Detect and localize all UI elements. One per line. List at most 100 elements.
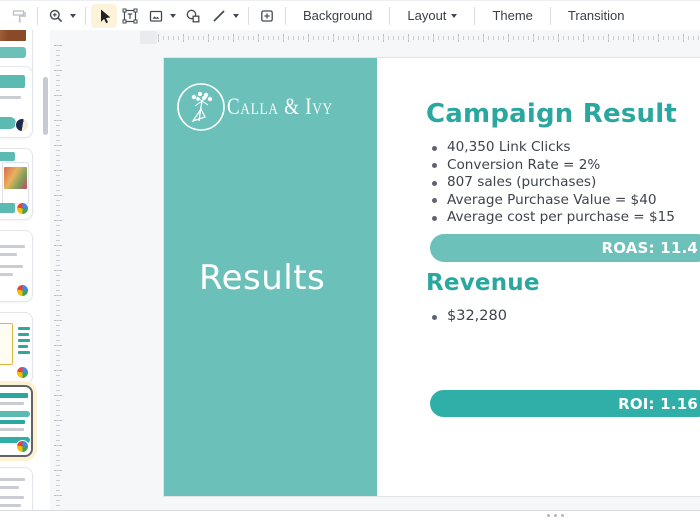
campaign-metrics-list: 40,350 Link Clicks Conversion Rate = 2% … [430,140,675,229]
slide-canvas[interactable]: Calla & Ivy Results Campaign Result 40,3… [163,57,700,497]
format-paint-button[interactable] [6,4,32,28]
notes-drag-handle[interactable] [547,514,564,517]
zoom-icon [48,8,64,24]
list-item: 807 sales (purchases) [430,176,675,190]
slide-thumbnail-3[interactable] [0,148,33,220]
horizontal-ruler [158,31,700,44]
slide-teal-panel: Calla & Ivy Results [164,58,377,496]
layout-button[interactable]: Layout [395,3,469,29]
thumbnail-text-line [0,428,24,431]
line-icon [211,8,227,24]
insert-line-button[interactable] [206,4,232,28]
text-box-button[interactable] [117,4,143,28]
thumbnail-photo [4,167,27,189]
thumbnail-heading-line [0,393,28,398]
brand-name: Calla & Ivy [227,94,333,119]
thumbnail-text-line [0,253,17,256]
theme-button-label: Theme [492,7,533,23]
layout-button-label: Layout [407,7,447,23]
revenue-heading: Revenue [426,270,540,296]
slide-thumbnail-5[interactable] [0,312,33,384]
toolbar: Background Layout Theme Transition [0,0,700,30]
thumbnail-teal-text-line [18,333,29,336]
background-button-label: Background [303,7,373,23]
thumbnail-teal-text-line [18,327,30,330]
workspace: Calla & Ivy Results Campaign Result 40,3… [0,30,700,510]
thumbnail-teal-text-line [18,345,28,348]
layout-dropdown-caret [451,13,458,18]
thumbnail-text-line [0,478,25,481]
image-icon [148,8,164,24]
roi-banner: ROI: 1.16 [430,390,700,417]
thumbnail-heading-line [0,420,25,424]
slide-thumbnail-7[interactable] [0,467,33,510]
thumbnail-teal-bar [0,47,26,58]
thumbnail-teal-text-line [18,339,30,342]
thumbnail-text-line [0,273,13,276]
insert-comment-button[interactable] [254,4,280,28]
toolbar-divider [389,6,391,25]
text-box-icon [122,8,138,24]
thumbnail-text-line [0,96,21,99]
roas-banner-label: ROAS: 11.4 [601,239,698,257]
image-dropdown-caret[interactable] [170,13,176,18]
roi-banner-label: ROI: 1.16 [618,394,698,413]
thumbnail-teal-bar [0,203,15,213]
thumbnail-insights-icon [17,285,28,296]
thumbnail-text-line [0,265,23,268]
calla-ivy-logo-icon [175,79,227,139]
thumbnail-text-line [0,504,21,507]
thumbnail-text-line [0,402,24,405]
slide-thumbnail-4[interactable] [0,230,33,302]
thumbnail-teal-banner [0,117,16,129]
toolbar-divider [37,6,38,25]
transition-button-label: Transition [567,7,625,23]
thumbnail-banner-pill [0,411,30,417]
toolbar-divider [474,6,476,25]
toolbar-divider [85,6,86,25]
ruler-corner [140,31,157,44]
line-dropdown-caret[interactable] [233,13,239,18]
slide-thumbnail-2[interactable] [0,66,33,138]
slide-section-title: Results [199,258,326,298]
thumbnail-insights-icon [17,203,28,214]
format-paint-icon [11,8,27,24]
zoom-dropdown-caret[interactable] [70,13,76,18]
thumbnail-insights-icon [17,367,28,378]
thumbnail-banner-pill [0,437,30,443]
slide-filmstrip [0,30,50,510]
select-tool-button[interactable] [91,3,117,28]
revenue-list: $32,280 [430,309,507,328]
toolbar-divider [285,6,286,25]
bottom-panel [0,510,700,525]
thumbnail-photo [0,30,26,41]
thumbnail-text-line [0,486,19,489]
thumbnail-teal-text-line [18,351,30,354]
toolbar-divider [549,6,551,25]
list-item: $32,280 [430,309,507,324]
shape-icon [185,8,201,24]
background-button[interactable]: Background [291,3,384,29]
list-item: 40,350 Link Clicks [430,140,675,155]
toolbar-divider [248,6,249,25]
filmstrip-scrollbar[interactable] [43,77,48,135]
thumbnail-teal-chip [0,152,15,161]
thumbnail-callout-box [0,323,13,365]
zoom-button[interactable] [43,4,69,28]
slide-thumbnail-6-selected[interactable] [0,385,33,457]
vertical-ruler [52,45,64,510]
list-item: Conversion Rate = 2% [430,158,675,173]
transition-button[interactable]: Transition [556,3,637,29]
thumbnail-insights-icon [17,441,28,452]
thumbnail-text-line [0,496,24,499]
thumbnail-chart-icon [16,119,28,131]
thumbnail-teal-chip [0,75,25,88]
cursor-arrow-icon [96,8,112,24]
list-item: Average Purchase Value = $40 [430,193,675,208]
theme-button[interactable]: Theme [480,3,544,29]
thumbnail-text-line [0,245,25,248]
insert-shape-button[interactable] [180,4,206,28]
insert-image-button[interactable] [143,4,169,28]
list-item: Average cost per purchase = $15 [430,211,675,225]
